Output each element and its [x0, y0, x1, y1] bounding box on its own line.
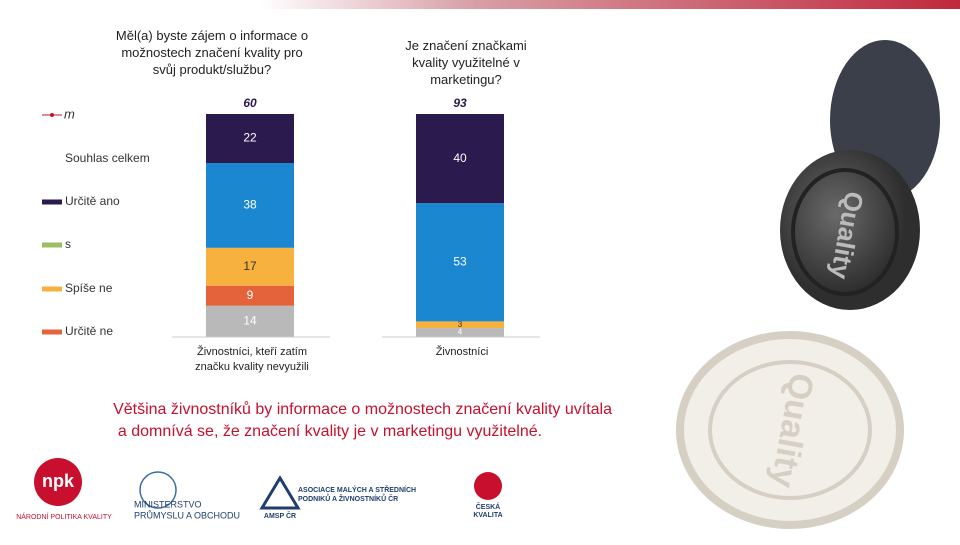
legend-marker: [42, 199, 62, 205]
bar-segment: [206, 247, 294, 286]
legend-label: Spíše ne: [65, 281, 113, 295]
bar-segment: [206, 163, 294, 248]
value-label: 40: [453, 151, 467, 165]
total-label: 60: [243, 96, 257, 110]
logo-text: PODNIKŮ A ŽIVNOSTNÍKŮ ČR: [298, 493, 398, 503]
legend-label: s: [65, 237, 71, 251]
value-label: 38: [243, 198, 257, 212]
value-label: 22: [243, 131, 257, 145]
header-strip: [260, 0, 960, 9]
legend-label: Souhlas celkem: [65, 151, 150, 165]
logo-text: NÁRODNÍ POLITIKA KVALITY: [16, 512, 112, 521]
bar-segment: [416, 203, 504, 322]
total-label: 93: [453, 96, 467, 110]
logo-shape: [139, 471, 177, 509]
bar-segment: [206, 114, 294, 164]
logo-text: PRŮMYSLU A OBCHODU: [134, 509, 240, 520]
logo-text: KVALITA: [473, 512, 502, 519]
conclusion: Většina živnostníků by informace o možno…: [113, 400, 612, 418]
logo-shape: [34, 458, 82, 506]
conclusion: a domnívá se, že značení kvality je v ma…: [118, 423, 542, 440]
chart-title: Měl(a) byste zájem o informace o možnoste…: [116, 28, 308, 77]
legend-label: m: [64, 106, 75, 121]
stamp-graphic: Quality Quality: [676, 40, 940, 529]
value-label: 14: [243, 314, 257, 328]
bar-segment: [206, 285, 294, 306]
x-tick-label: Živnostníci, kteří zatím značku kvality n…: [195, 345, 309, 373]
bar-segment: [416, 114, 504, 204]
value-label: 4: [458, 328, 463, 337]
logos: npk NÁRODNÍ POLITIKA KVALITY MINISTERSTV…: [16, 458, 503, 521]
logo-shape: [474, 472, 502, 500]
logo-text: AMSP ČR: [264, 511, 296, 520]
bar-segment: [416, 321, 504, 329]
value-label: 53: [453, 254, 467, 268]
legend-marker: [42, 242, 62, 248]
logo-text: MINISTERSTVO: [134, 499, 202, 509]
bar-segment: [206, 305, 294, 337]
value-label: 3: [458, 320, 463, 329]
logo-text: npk: [42, 471, 75, 491]
logo-shape: [259, 475, 301, 510]
value-label: 17: [243, 259, 257, 273]
logo-text: ASOCIACE MALÝCH A STŘEDNÍCH: [298, 485, 416, 494]
logo-text: ČESKÁ: [476, 502, 501, 511]
legend-label: Určitě ne: [65, 324, 113, 338]
x-tick-label: Živnostníci: [436, 345, 489, 358]
legend-marker: [42, 286, 62, 292]
legend-marker: [42, 329, 62, 335]
legend-marker: [50, 113, 54, 117]
legend-label: Určitě ano: [65, 194, 120, 208]
value-label: 9: [247, 288, 254, 302]
bar-segment: [416, 328, 504, 337]
